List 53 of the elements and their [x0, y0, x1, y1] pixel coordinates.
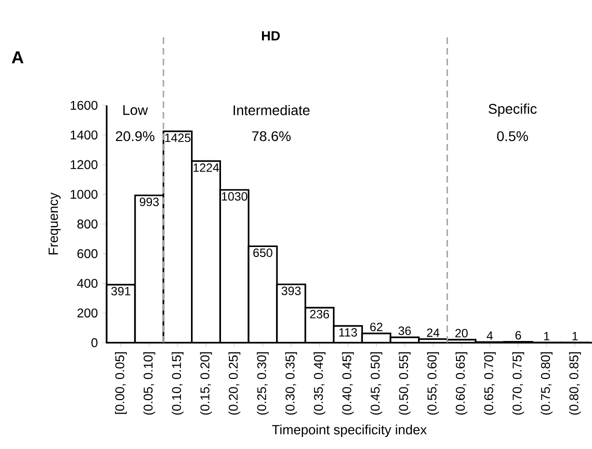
data-label: 1 — [572, 332, 578, 340]
data-label: 993 — [140, 197, 159, 206]
data-label: 6 — [515, 330, 522, 340]
x-tick-label: (0.55, 0.60] — [427, 352, 439, 415]
y-tick-label: 400 — [77, 278, 98, 288]
y-tick-label: 1200 — [70, 160, 98, 169]
x-tick-label: (0.05, 0.10] — [143, 352, 156, 415]
y-tick-label: 800 — [77, 219, 98, 228]
x-tick-label: (0.25, 0.30] — [256, 352, 269, 415]
data-label: 24 — [426, 328, 440, 337]
data-label: 1 — [544, 332, 550, 340]
y-tick-label: 600 — [77, 249, 98, 258]
x-tick-label: (0.75, 0.80] — [540, 352, 552, 415]
y-tick-label: 1600 — [70, 100, 98, 110]
x-tick-label: (0.45, 0.50] — [370, 352, 382, 415]
x-axis-title: Timepoint specificity index — [272, 424, 427, 437]
annotation: Intermediate — [234, 104, 310, 116]
x-tick-label: (0.60, 0.65] — [456, 352, 468, 415]
annotation: Specific — [488, 103, 537, 116]
x-tick-label: (0.15, 0.20] — [200, 352, 212, 415]
x-tick-label: (0.40, 0.45] — [342, 352, 354, 415]
x-tick-label: (0.80, 0.85] — [569, 352, 581, 415]
data-label: 391 — [111, 286, 130, 296]
x-tick-label: (0.35, 0.40] — [314, 352, 326, 415]
x-tick-label: [0.00, 0.05] — [114, 352, 127, 414]
annotation: Low — [123, 105, 148, 115]
data-label: 62 — [370, 322, 382, 332]
annotation: 0.5% — [497, 131, 528, 141]
chart-title: HD — [262, 31, 280, 40]
x-tick-label: (0.20, 0.25] — [228, 352, 240, 415]
x-tick-label: (0.70, 0.75] — [512, 352, 524, 415]
x-tick-label: (0.65, 0.70] — [484, 352, 496, 415]
text: A — [12, 51, 24, 64]
data-label: 4 — [486, 331, 493, 340]
data-label: 1425 — [165, 133, 190, 142]
y-tick-label: 1400 — [70, 130, 98, 140]
x-tick-label: (0.30, 0.35] — [285, 352, 298, 415]
annotation: 78.6% — [252, 131, 291, 141]
data-label: 650 — [253, 248, 272, 257]
y-tick-label: 200 — [77, 308, 98, 318]
data-label: 36 — [398, 326, 411, 335]
data-label: 236 — [310, 310, 330, 318]
y-tick-label: 0 — [91, 338, 98, 347]
y-axis-title: Frequency — [48, 192, 61, 254]
data-label: 1030 — [222, 192, 248, 200]
x-tick-label: (0.50, 0.55] — [398, 352, 411, 415]
annotation: 20.9% — [116, 131, 154, 141]
data-label: 1224 — [194, 163, 219, 172]
x-tick-label: (0.10, 0.15] — [172, 352, 184, 415]
y-tick-label: 1000 — [70, 190, 98, 199]
data-label: 20 — [455, 328, 468, 338]
data-label: 393 — [282, 286, 301, 295]
data-label: 113 — [339, 328, 357, 337]
